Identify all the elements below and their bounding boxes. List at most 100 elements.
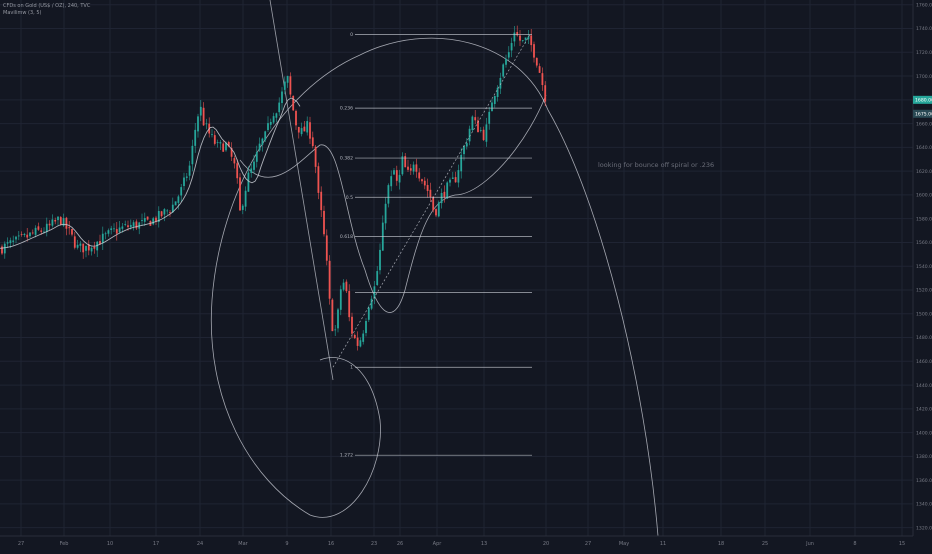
golden-spiral-tail xyxy=(547,109,659,537)
candle-body xyxy=(426,184,429,191)
y-tick-label: 1320.00 xyxy=(916,525,932,531)
candle-body xyxy=(457,170,460,183)
candle xyxy=(135,219,138,231)
candle xyxy=(45,217,48,237)
candle-body xyxy=(275,113,278,118)
x-tick-label: May xyxy=(619,541,629,547)
candle-body xyxy=(236,163,239,179)
x-tick-label: 15 xyxy=(899,541,905,547)
candle xyxy=(163,208,166,222)
candle-body xyxy=(23,233,26,236)
candle-body xyxy=(222,143,225,152)
candle-body xyxy=(513,32,516,42)
candle xyxy=(482,126,485,141)
candle xyxy=(12,235,15,246)
candle xyxy=(191,139,194,172)
candle-body xyxy=(113,228,115,230)
candle xyxy=(141,213,143,226)
x-tick-label: 20 xyxy=(543,541,549,547)
candle xyxy=(479,127,482,133)
candle xyxy=(17,230,20,241)
candle xyxy=(513,25,516,47)
candle-body xyxy=(353,334,356,339)
x-tick-label: 27 xyxy=(18,541,24,547)
candle-body xyxy=(188,165,191,176)
candle-body xyxy=(538,66,541,73)
candle-body xyxy=(213,135,216,144)
candle xyxy=(533,41,535,63)
candle xyxy=(194,123,197,153)
candle xyxy=(113,223,115,232)
candle xyxy=(538,63,541,73)
y-tick-label: 1600.00 xyxy=(916,193,932,199)
candle xyxy=(264,130,267,143)
candle xyxy=(334,325,337,337)
x-tick-label: 13 xyxy=(481,541,487,547)
candle xyxy=(68,220,71,235)
secondary-price-label: 1675.00 xyxy=(915,111,932,117)
candle-body xyxy=(194,129,197,146)
candle xyxy=(292,95,295,111)
candle-body xyxy=(121,226,124,229)
time-axis[interactable]: 27 Feb 10 17 24 Mar 9 16 23 26 Apr 13 20 27 May 11 18 25 J… xyxy=(0,535,913,547)
candle xyxy=(527,29,530,45)
candle xyxy=(79,240,82,253)
candle-body xyxy=(435,209,437,216)
y-tick-label: 1520.00 xyxy=(916,288,932,294)
candle-body xyxy=(115,229,118,234)
candle xyxy=(421,178,423,184)
candle-body xyxy=(393,170,395,175)
candle-body xyxy=(479,130,482,132)
candle-body xyxy=(205,123,208,125)
candle xyxy=(535,57,538,68)
candle-body xyxy=(309,122,311,139)
candle-body xyxy=(306,121,309,133)
candle xyxy=(530,28,533,52)
candle xyxy=(104,231,107,240)
current-price-label: 1680.00 xyxy=(915,98,932,104)
candle-body xyxy=(227,141,230,147)
candle-body xyxy=(331,299,334,332)
candle-body xyxy=(230,148,233,157)
candle xyxy=(510,37,513,58)
candle-body xyxy=(348,290,351,318)
candle-body xyxy=(6,242,9,244)
candle-body xyxy=(20,234,23,235)
candle xyxy=(477,116,479,133)
candle xyxy=(124,220,127,227)
candle-body xyxy=(342,282,345,290)
candle-body xyxy=(379,249,381,271)
candle-body xyxy=(216,142,219,143)
candle-body xyxy=(317,166,320,193)
candle-body xyxy=(68,227,71,229)
y-tick-label: 1560.00 xyxy=(916,240,932,246)
candle xyxy=(412,161,415,175)
fib-level-label: 0.236 xyxy=(340,106,353,112)
candle xyxy=(342,279,345,292)
candle xyxy=(401,152,404,176)
fib-drawing: 0 0.236 0.382 0.5 0.618 1 1.272 xyxy=(332,32,532,459)
candle-body xyxy=(3,243,6,254)
candle-body xyxy=(415,164,418,172)
indicator-title[interactable]: Mavilimw (3, 5) xyxy=(3,10,42,16)
y-tick-label: 1360.00 xyxy=(916,478,932,484)
candle-body xyxy=(219,142,222,144)
price-axis[interactable]: 1320.00 1340.00 1360.00 1380.00 1400.00 1420.… xyxy=(912,0,932,536)
candle-body xyxy=(468,128,471,142)
candle xyxy=(110,225,113,235)
candle-body xyxy=(477,120,479,133)
x-tick-label: 17 xyxy=(153,541,159,547)
candle-body xyxy=(429,189,432,198)
candle-body xyxy=(367,307,370,320)
candle-body xyxy=(286,76,289,83)
candle xyxy=(446,181,449,199)
candle-body xyxy=(132,222,135,227)
candle-body xyxy=(281,91,283,103)
candle xyxy=(73,231,76,250)
candle xyxy=(295,109,297,130)
fib-level-label: 0.618 xyxy=(340,234,353,240)
symbol-title[interactable]: CFDs on Gold (US$ / OZ), 240, TVC xyxy=(3,3,91,9)
candle xyxy=(132,220,135,231)
